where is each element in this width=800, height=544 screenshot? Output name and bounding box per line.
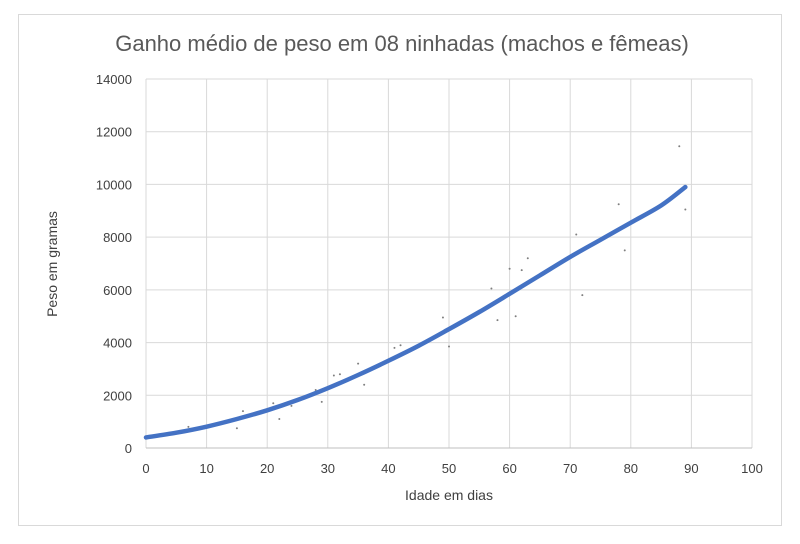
x-tick-label: 40 — [381, 461, 395, 476]
data-point — [338, 373, 341, 376]
grid — [145, 78, 753, 449]
chart-title: Ganho médio de peso em 08 ninhadas (mach… — [115, 31, 689, 56]
data-point — [514, 315, 517, 318]
data-point — [490, 287, 493, 290]
data-marks — [143, 145, 688, 440]
data-point — [399, 344, 402, 347]
y-axis-label: Peso em gramas — [44, 211, 60, 317]
data-point — [393, 346, 396, 349]
chart-frame — [18, 14, 782, 526]
data-point — [575, 233, 578, 236]
y-tick-label: 12000 — [96, 125, 132, 140]
data-point — [496, 319, 499, 322]
data-point — [441, 316, 444, 319]
trendline — [143, 184, 688, 440]
y-tick-label: 2000 — [103, 388, 132, 403]
data-point — [363, 383, 366, 386]
x-tick-label: 10 — [199, 461, 213, 476]
x-axis-label: Idade em dias — [405, 487, 493, 503]
data-point — [581, 294, 584, 297]
y-tick-label: 14000 — [96, 72, 132, 87]
data-point — [678, 145, 681, 148]
data-point — [187, 425, 190, 428]
y-tick-label: 10000 — [96, 177, 132, 192]
data-point — [448, 345, 450, 348]
data-point — [235, 427, 238, 430]
x-tick-label: 0 — [142, 461, 149, 476]
data-point — [508, 267, 511, 270]
x-tick-label: 100 — [741, 461, 763, 476]
tick-labels: 0 10 20 30 40 50 60 70 80 90 100 0 2000 4000 6000 8000 1… — [96, 72, 763, 476]
data-point — [357, 362, 360, 365]
x-tick-label: 50 — [442, 461, 456, 476]
data-point — [617, 203, 620, 206]
x-tick-label: 60 — [502, 461, 516, 476]
data-point — [278, 418, 281, 421]
x-tick-label: 20 — [260, 461, 274, 476]
x-tick-label: 90 — [684, 461, 698, 476]
data-point — [684, 208, 687, 211]
data-point — [320, 400, 323, 403]
data-point — [241, 410, 244, 413]
data-point — [332, 374, 335, 377]
data-point — [623, 249, 626, 252]
data-point — [520, 269, 523, 272]
data-point — [290, 404, 293, 407]
x-tick-label: 70 — [563, 461, 577, 476]
y-tick-label: 6000 — [103, 283, 132, 298]
x-tick-label: 30 — [321, 461, 335, 476]
y-tick-label: 8000 — [103, 230, 132, 245]
x-tick-label: 80 — [624, 461, 638, 476]
y-tick-label: 4000 — [103, 336, 132, 351]
data-point — [526, 257, 529, 260]
y-tick-label: 0 — [125, 441, 132, 456]
data-point — [272, 402, 275, 405]
